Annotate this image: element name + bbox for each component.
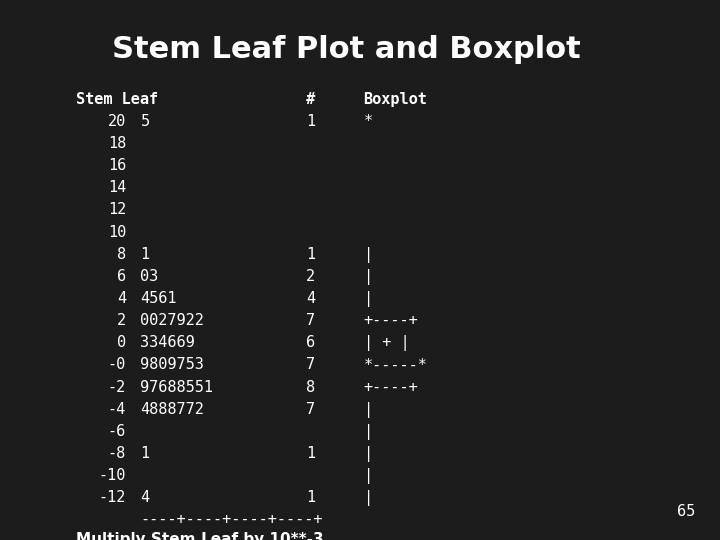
Text: 4888772: 4888772 [140, 402, 204, 417]
Text: |: | [364, 468, 373, 484]
Text: 20: 20 [108, 114, 126, 129]
Text: 4: 4 [117, 291, 126, 306]
Text: |: | [364, 291, 373, 307]
Text: | + |: | + | [364, 335, 409, 352]
Text: 14: 14 [108, 180, 126, 195]
Text: Boxplot: Boxplot [364, 92, 428, 107]
Text: Stem Leaf: Stem Leaf [76, 92, 158, 107]
Text: 1: 1 [306, 490, 315, 505]
Text: 4: 4 [306, 291, 315, 306]
Text: 2: 2 [306, 269, 315, 284]
Text: *-----*: *-----* [364, 357, 428, 373]
Text: |: | [364, 247, 373, 263]
Text: 334669: 334669 [140, 335, 195, 350]
Text: 7: 7 [306, 313, 315, 328]
Text: 7: 7 [306, 402, 315, 417]
Text: |: | [364, 490, 373, 507]
Text: 1: 1 [306, 114, 315, 129]
Text: 6: 6 [306, 335, 315, 350]
Text: 4: 4 [140, 490, 150, 505]
Text: -10: -10 [99, 468, 126, 483]
Text: |: | [364, 402, 373, 418]
Text: 1: 1 [306, 446, 315, 461]
Text: 10: 10 [108, 225, 126, 240]
Text: +----+: +----+ [364, 380, 418, 395]
Text: -4: -4 [108, 402, 126, 417]
Text: 12: 12 [108, 202, 126, 218]
Text: 65: 65 [677, 504, 695, 519]
Text: ----+----+----+----+: ----+----+----+----+ [140, 512, 323, 528]
Text: |: | [364, 269, 373, 285]
Text: 97688551: 97688551 [140, 380, 213, 395]
Text: Stem Leaf Plot and Boxplot: Stem Leaf Plot and Boxplot [112, 35, 580, 64]
Text: |: | [364, 424, 373, 440]
Text: 1: 1 [306, 247, 315, 262]
Text: 0: 0 [117, 335, 126, 350]
Text: 16: 16 [108, 158, 126, 173]
Text: |: | [364, 446, 373, 462]
Text: Multiply Stem.Leaf by 10**-3: Multiply Stem.Leaf by 10**-3 [76, 532, 323, 540]
Text: -2: -2 [108, 380, 126, 395]
Text: +----+: +----+ [364, 313, 418, 328]
Text: *: * [364, 114, 373, 129]
Text: 18: 18 [108, 136, 126, 151]
Text: -8: -8 [108, 446, 126, 461]
Text: 9809753: 9809753 [140, 357, 204, 373]
Text: 5: 5 [140, 114, 150, 129]
Text: -0: -0 [108, 357, 126, 373]
Text: 1: 1 [140, 247, 150, 262]
Text: 03: 03 [140, 269, 158, 284]
Text: 7: 7 [306, 357, 315, 373]
Text: 1: 1 [140, 446, 150, 461]
Text: -6: -6 [108, 424, 126, 439]
Text: 2: 2 [117, 313, 126, 328]
Text: 8: 8 [117, 247, 126, 262]
Text: -12: -12 [99, 490, 126, 505]
Text: 6: 6 [117, 269, 126, 284]
Text: #: # [306, 92, 315, 107]
Text: 0027922: 0027922 [140, 313, 204, 328]
Text: 8: 8 [306, 380, 315, 395]
Text: 4561: 4561 [140, 291, 177, 306]
